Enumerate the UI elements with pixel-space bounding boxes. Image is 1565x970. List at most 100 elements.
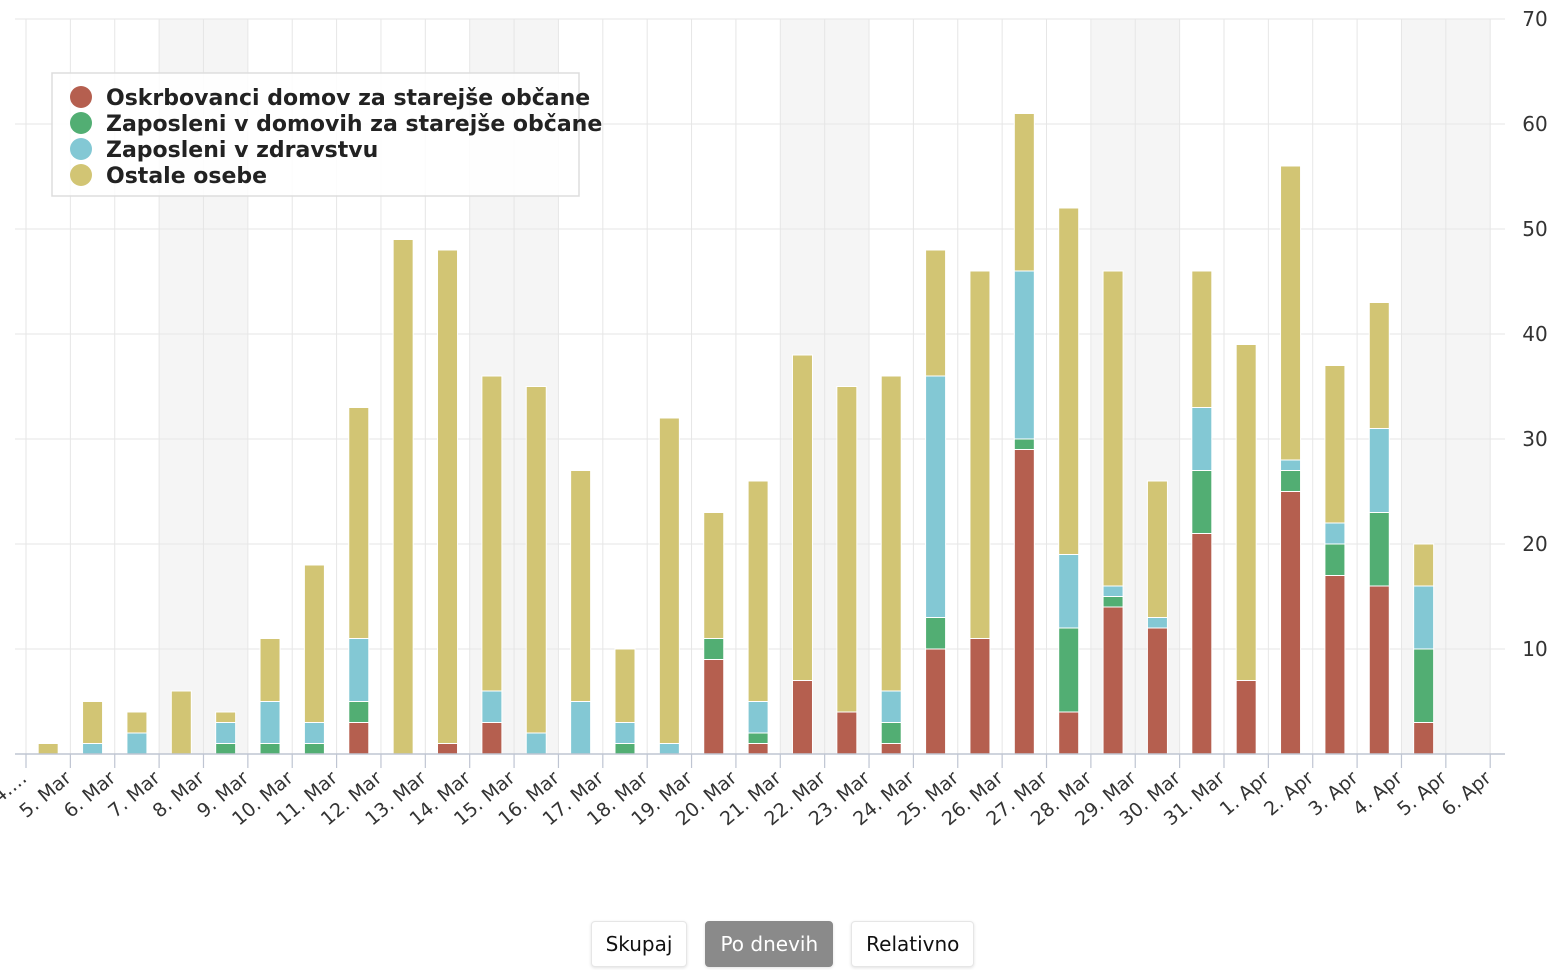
bar-segment[interactable] (747, 701, 769, 734)
bar-segment[interactable] (836, 386, 858, 713)
bar-segment[interactable] (570, 701, 592, 755)
bar-segment[interactable] (1013, 438, 1035, 450)
bar-segment[interactable] (1146, 617, 1168, 629)
bar-segment[interactable] (1413, 722, 1435, 755)
by-day-button[interactable]: Po dnevih (705, 921, 834, 967)
bar-segment[interactable] (880, 722, 902, 744)
bar-segment[interactable] (1058, 554, 1080, 629)
bar-segment[interactable] (259, 638, 281, 702)
bar-segment[interactable] (215, 743, 237, 755)
bar-segment[interactable] (303, 564, 325, 723)
bar-segment[interactable] (1146, 627, 1168, 755)
bar-segment[interactable] (1324, 365, 1346, 524)
bar-segment[interactable] (880, 690, 902, 723)
bar-segment[interactable] (126, 732, 148, 755)
bar-segment[interactable] (1235, 344, 1257, 681)
bar-segment[interactable] (481, 722, 503, 755)
bar-segment[interactable] (1191, 533, 1213, 755)
bar-segment[interactable] (215, 722, 237, 744)
bar-segment[interactable] (1058, 711, 1080, 755)
bar-segment[interactable] (348, 701, 370, 723)
bar-segment[interactable] (880, 375, 902, 692)
bar-segment[interactable] (126, 711, 148, 734)
bar-segment[interactable] (747, 480, 769, 702)
bar-segment[interactable] (1280, 165, 1302, 461)
bar-segment[interactable] (348, 638, 370, 702)
bar-segment[interactable] (1191, 407, 1213, 471)
bar-segment[interactable] (481, 690, 503, 723)
bar-segment[interactable] (437, 743, 459, 755)
bar-segment[interactable] (259, 701, 281, 744)
legend-label[interactable]: Ostale osebe (106, 164, 267, 189)
bar-segment[interactable] (215, 711, 237, 723)
bar-segment[interactable] (37, 743, 59, 755)
bar-segment[interactable] (1280, 459, 1302, 471)
bar-segment[interactable] (614, 722, 636, 744)
bar-segment[interactable] (969, 638, 991, 755)
bar-segment[interactable] (1013, 449, 1035, 755)
bar-segment[interactable] (1146, 480, 1168, 618)
bar-segment[interactable] (82, 743, 104, 755)
bar-segment[interactable] (1413, 585, 1435, 650)
bar-segment[interactable] (392, 239, 414, 755)
bar-segment[interactable] (570, 470, 592, 702)
bar-segment[interactable] (1368, 512, 1390, 587)
bar-segment[interactable] (836, 711, 858, 755)
bar-segment[interactable] (791, 354, 813, 681)
bar-segment[interactable] (1368, 585, 1390, 755)
bar-segment[interactable] (1280, 470, 1302, 492)
bar-segment[interactable] (1368, 302, 1390, 429)
relative-button[interactable]: Relativno (851, 921, 975, 967)
bar-segment[interactable] (969, 270, 991, 639)
bar-segment[interactable] (1102, 596, 1124, 608)
bar-segment[interactable] (1058, 627, 1080, 713)
x-tick-label: 6. Apr (1438, 767, 1496, 821)
bar-segment[interactable] (170, 690, 192, 755)
bar-segment[interactable] (1280, 491, 1302, 755)
bar-segment[interactable] (703, 512, 725, 639)
bar-segment[interactable] (1058, 207, 1080, 555)
legend-label[interactable]: Zaposleni v domovih za starejše občane (106, 112, 602, 137)
bar-segment[interactable] (703, 659, 725, 755)
bar-segment[interactable] (1324, 543, 1346, 576)
bar-segment[interactable] (658, 417, 680, 744)
bar-segment[interactable] (348, 722, 370, 755)
bar-segment[interactable] (1324, 522, 1346, 545)
bar-segment[interactable] (925, 249, 947, 377)
bar-segment[interactable] (747, 743, 769, 755)
bar-segment[interactable] (614, 743, 636, 755)
bar-segment[interactable] (1413, 543, 1435, 587)
bar-segment[interactable] (437, 249, 459, 744)
bar-segment[interactable] (1191, 470, 1213, 534)
bar-segment[interactable] (1013, 270, 1035, 440)
bar-segment[interactable] (1368, 428, 1390, 513)
bar-segment[interactable] (525, 386, 547, 734)
bar-segment[interactable] (791, 680, 813, 755)
bar-segment[interactable] (925, 617, 947, 650)
bar-segment[interactable] (925, 648, 947, 755)
bar-segment[interactable] (614, 648, 636, 723)
bar-segment[interactable] (525, 732, 547, 755)
bar-segment[interactable] (747, 732, 769, 744)
bar-segment[interactable] (303, 743, 325, 755)
bar-segment[interactable] (1102, 606, 1124, 755)
bar-segment[interactable] (880, 743, 902, 755)
bar-segment[interactable] (1013, 113, 1035, 272)
bar-segment[interactable] (703, 638, 725, 660)
bar-segment[interactable] (925, 375, 947, 618)
legend-label[interactable]: Oskrbovanci domov za starejše občane (106, 86, 590, 111)
bar-segment[interactable] (303, 722, 325, 744)
legend-label[interactable]: Zaposleni v zdravstvu (106, 138, 378, 163)
total-button[interactable]: Skupaj (590, 921, 688, 967)
bar-segment[interactable] (82, 701, 104, 744)
bar-segment[interactable] (1235, 680, 1257, 755)
bar-segment[interactable] (1324, 575, 1346, 755)
bar-segment[interactable] (348, 407, 370, 639)
bar-segment[interactable] (1102, 585, 1124, 597)
bar-segment[interactable] (1413, 648, 1435, 723)
bar-segment[interactable] (481, 375, 503, 692)
bar-segment[interactable] (658, 743, 680, 755)
bar-segment[interactable] (1191, 270, 1213, 408)
bar-segment[interactable] (1102, 270, 1124, 587)
bar-segment[interactable] (259, 743, 281, 755)
